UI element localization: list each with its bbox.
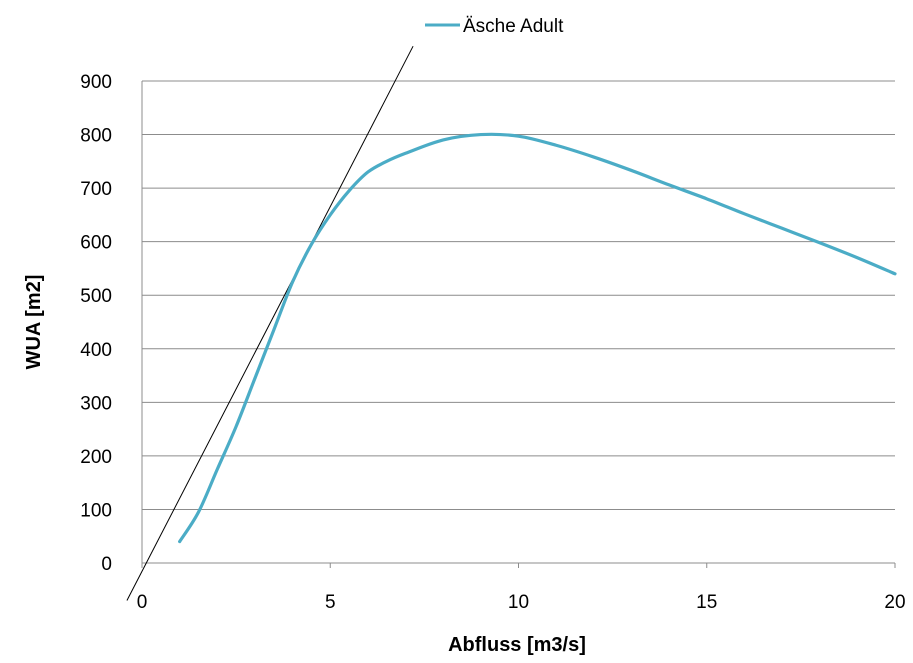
- reference-line: [126, 45, 414, 601]
- y-axis-title: WUA [m2]: [23, 275, 45, 370]
- y-tick-label: 500: [80, 286, 112, 307]
- gridlines: [142, 80, 895, 510]
- plot-area: [126, 45, 897, 601]
- x-tick-label: 10: [508, 592, 529, 613]
- x-tick-labels: 0 5 10 15 20: [137, 592, 906, 613]
- x-tick-label: 20: [884, 592, 905, 613]
- y-tick-label: 400: [80, 340, 112, 361]
- series-line: [178, 132, 897, 544]
- x-axis-title: Abfluss [m3/s]: [448, 634, 586, 656]
- y-tick-label: 100: [80, 500, 112, 521]
- x-tick-label: 15: [696, 592, 717, 613]
- y-tick-labels: 0 100 200 300 400 500 600 700 800 900: [80, 72, 112, 575]
- y-tick-label: 900: [80, 72, 112, 93]
- x-tick-label: 0: [137, 592, 148, 613]
- y-tick-label: 800: [80, 126, 112, 147]
- x-tick-label: 5: [325, 592, 336, 613]
- y-tick-label: 300: [80, 393, 112, 414]
- legend-label: Äsche Adult: [463, 16, 564, 37]
- x-axis: [141, 562, 896, 568]
- y-tick-label: 0: [101, 554, 112, 575]
- y-tick-label: 700: [80, 179, 112, 200]
- y-tick-label: 200: [80, 447, 112, 468]
- y-tick-label: 600: [80, 233, 112, 254]
- legend: Äsche Adult: [425, 16, 564, 37]
